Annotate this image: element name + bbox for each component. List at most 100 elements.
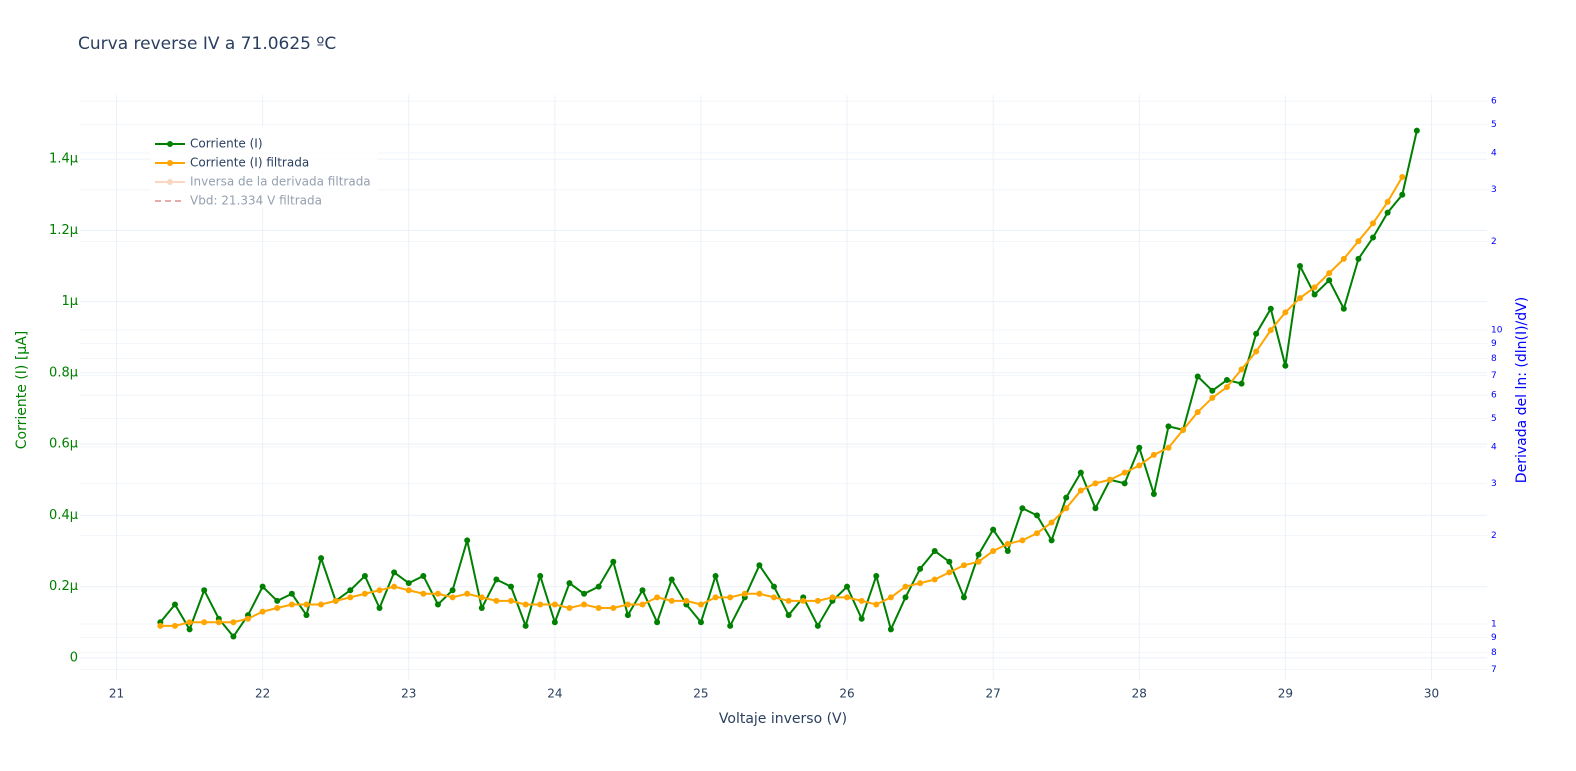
y-tick-label: 1.4µ <box>49 152 78 167</box>
legend-item[interactable]: Corriente (I) filtrada <box>155 156 309 170</box>
series-point <box>581 601 588 608</box>
series-point <box>1340 305 1347 312</box>
series-point <box>376 587 383 594</box>
series-point <box>493 576 500 583</box>
series-point <box>259 608 266 615</box>
series-point <box>1209 387 1216 394</box>
series-point <box>931 548 938 555</box>
series-point <box>990 526 997 533</box>
series-point <box>800 597 807 604</box>
series-point <box>405 587 412 594</box>
chart-title: Curva reverse IV a 71.0625 ºC <box>78 34 336 54</box>
series-point <box>639 601 646 608</box>
series-point <box>201 587 208 594</box>
series-point <box>522 601 529 608</box>
series-point <box>624 612 631 619</box>
series-point <box>858 615 865 622</box>
series-point <box>391 569 398 576</box>
legend-label: Corriente (I) filtrada <box>190 156 309 170</box>
series-point <box>1384 209 1391 216</box>
series-point <box>683 597 690 604</box>
series-point <box>1077 469 1084 476</box>
series-point <box>1326 277 1333 284</box>
series-point <box>697 601 704 608</box>
series-point <box>1165 423 1172 430</box>
y2-tick-label: 2 <box>1491 531 1497 541</box>
series-point <box>668 597 675 604</box>
series-point <box>858 597 865 604</box>
y2-tick-label: 5 <box>1491 414 1497 424</box>
series-point <box>1004 540 1011 547</box>
y2-tick-label: 3 <box>1491 185 1497 195</box>
series-point <box>902 583 909 590</box>
y2-tick-label: 6 <box>1491 97 1497 107</box>
y-tick-label: 1µ <box>61 294 78 309</box>
legend-label: Inversa de la derivada filtrada <box>190 175 371 189</box>
series-point <box>1136 444 1143 451</box>
series-point <box>361 590 368 597</box>
series-point <box>1033 512 1040 519</box>
series-point <box>420 590 427 597</box>
series-point <box>1033 530 1040 537</box>
series-point <box>1253 348 1260 355</box>
series-point <box>1384 198 1391 205</box>
series-point <box>844 594 851 601</box>
series-point <box>610 558 617 565</box>
series-point <box>654 619 661 626</box>
series-point <box>814 597 821 604</box>
y-tick-label: 0.6µ <box>49 437 78 452</box>
series-point <box>508 583 515 590</box>
x-tick-label: 25 <box>693 687 708 701</box>
series-point <box>171 601 178 608</box>
legend-marker <box>167 160 173 166</box>
series-point <box>157 622 164 629</box>
series-point <box>537 572 544 579</box>
series-point <box>1238 380 1245 387</box>
y-tick-label: 0 <box>70 650 78 665</box>
series-point <box>639 587 646 594</box>
series-point <box>1311 284 1318 291</box>
x-tick-label: 28 <box>1132 687 1147 701</box>
series-point <box>1048 519 1055 526</box>
series-point <box>756 562 763 569</box>
series-point <box>303 612 310 619</box>
series-point <box>347 594 354 601</box>
series-point <box>712 572 719 579</box>
y2-tick-label: 10 <box>1491 326 1503 336</box>
series-point <box>537 601 544 608</box>
legend-item[interactable]: Inversa de la derivada filtrada <box>155 175 371 189</box>
x-tick-label: 24 <box>547 687 562 701</box>
series-point <box>405 580 412 587</box>
series-point <box>303 601 310 608</box>
series-point <box>1092 505 1099 512</box>
y-tick-label: 0.2µ <box>49 579 78 594</box>
x-tick-label: 27 <box>986 687 1001 701</box>
series-point <box>1107 476 1114 483</box>
y2-tick-label: 5 <box>1491 120 1497 130</box>
series-point <box>1267 305 1274 312</box>
series-point <box>288 590 295 597</box>
series-point <box>1223 377 1230 384</box>
series-point <box>931 576 938 583</box>
series-point <box>215 619 222 626</box>
series-point <box>434 590 441 597</box>
series-point <box>1063 505 1070 512</box>
legend-item[interactable]: Corriente (I) <box>155 137 263 151</box>
series-point <box>581 590 588 597</box>
y-tick-label: 0.4µ <box>49 508 78 523</box>
series-point <box>1165 444 1172 451</box>
series-point <box>1209 394 1216 401</box>
y2-tick-label: 7 <box>1491 371 1497 381</box>
series-point <box>1194 409 1201 416</box>
series-point <box>1399 173 1406 180</box>
series-point <box>522 622 529 629</box>
legend-item[interactable]: Vbd: 21.334 V filtrada <box>155 194 322 208</box>
series-point <box>1121 480 1128 487</box>
series-point <box>917 580 924 587</box>
series-point <box>1296 295 1303 302</box>
series-point <box>230 619 237 626</box>
series-point <box>1282 362 1289 369</box>
y2-tick-label: 8 <box>1491 354 1497 364</box>
series-point <box>873 572 880 579</box>
